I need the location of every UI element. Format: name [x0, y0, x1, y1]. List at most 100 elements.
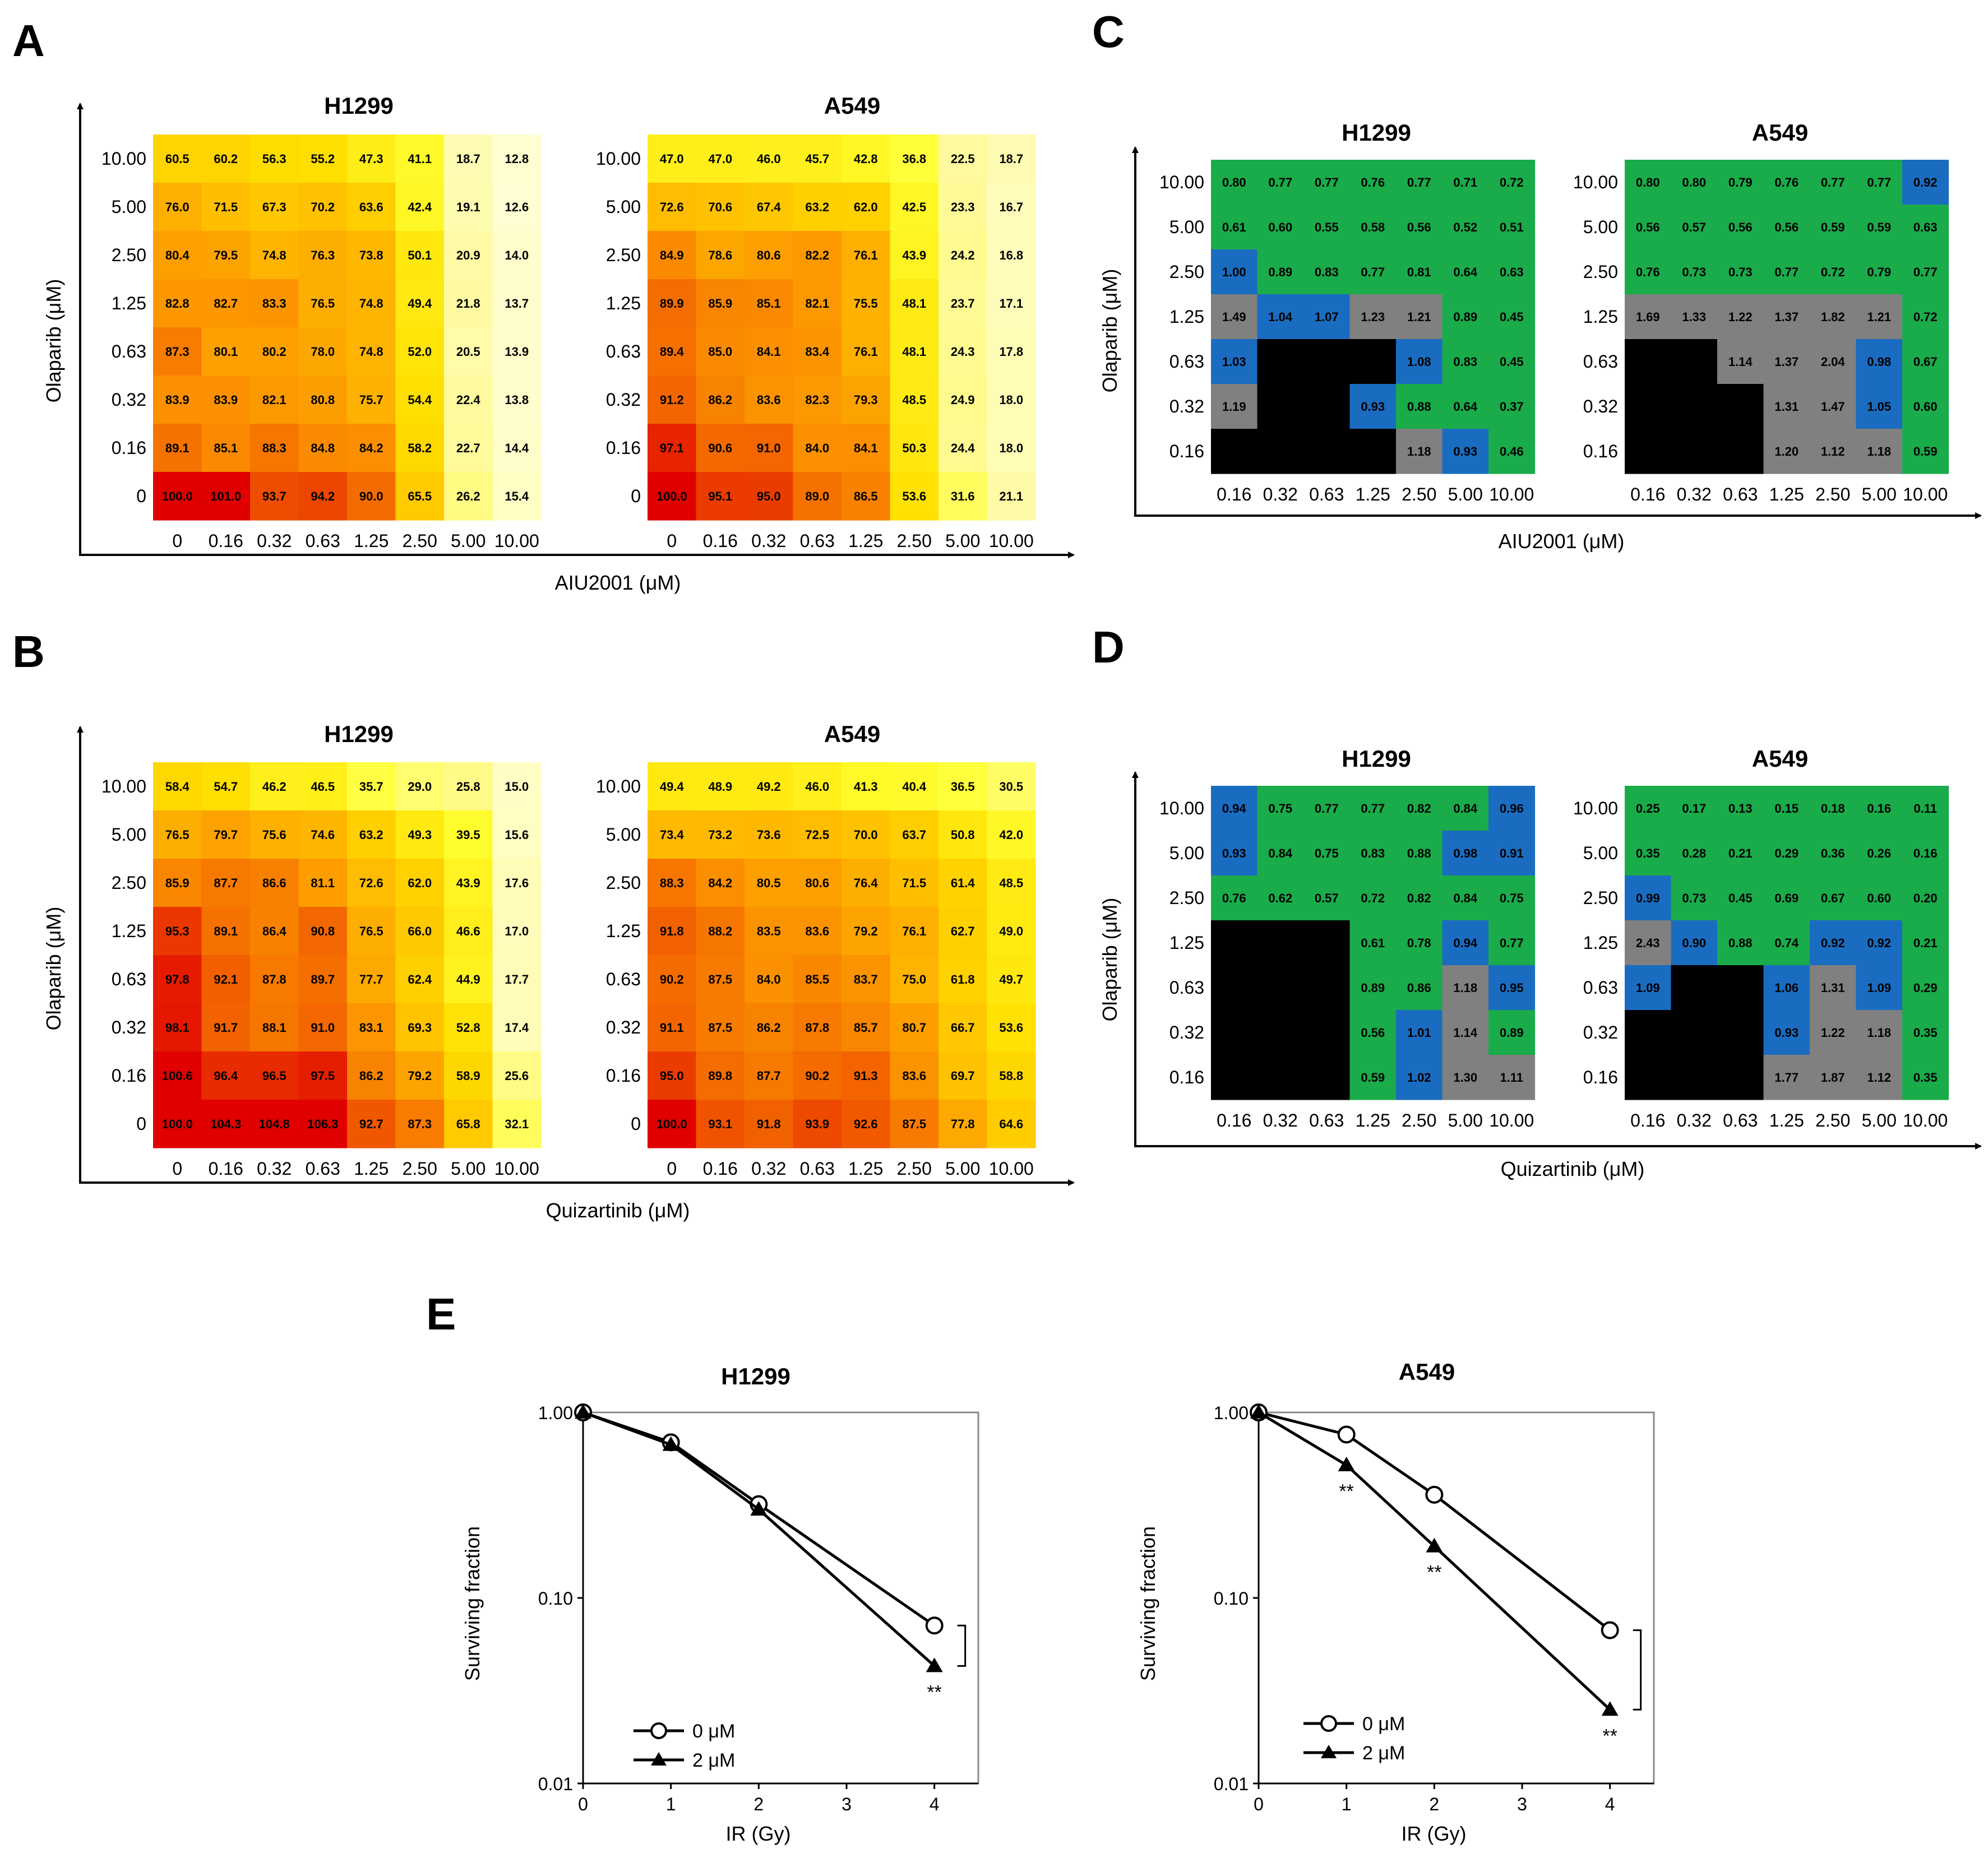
- cell-value: 92.1: [214, 972, 238, 986]
- cell-value: 83.7: [854, 972, 878, 986]
- heatmap-cell: [298, 231, 348, 280]
- cell-value: 91.0: [311, 1021, 335, 1035]
- cell-value: 76.3: [311, 248, 335, 262]
- heatmap-cell: [1257, 294, 1304, 340]
- cell-value: 35.7: [359, 780, 383, 794]
- y-tick-label: 5.00: [1169, 843, 1204, 863]
- cell-value: 14.0: [505, 248, 529, 262]
- y-tick-label: 10.00: [596, 149, 641, 169]
- cell-value: 89.0: [805, 489, 829, 503]
- data-point-triangle: [750, 1501, 768, 1516]
- heatmap-cell: [1810, 1055, 1857, 1100]
- heatmap-cell: [250, 859, 299, 907]
- cell-value: 0.60: [1867, 891, 1891, 905]
- cell-value: 12.8: [505, 152, 529, 166]
- cell-value: 90.0: [359, 489, 383, 503]
- heatmap-cell: [842, 762, 891, 811]
- cell-value: 88.2: [708, 924, 732, 938]
- heatmap-cell: [201, 810, 251, 859]
- heatmap-cell: [1856, 160, 1903, 205]
- cell-value: 93.1: [708, 1117, 732, 1131]
- cell-value: 17.4: [505, 1021, 529, 1035]
- x-tick-label: 1.25: [848, 1159, 883, 1179]
- cell-value: 42.0: [999, 828, 1023, 842]
- heatmap-cell: [987, 231, 1036, 280]
- cell-value: 75.7: [359, 393, 383, 407]
- heatmap-cell: [444, 279, 493, 328]
- y-tick-label: 10.00: [1573, 798, 1618, 818]
- heatmap-cell: [444, 762, 493, 811]
- heatmap-cell: [1671, 384, 1718, 429]
- x-tick-label: 1.25: [848, 531, 883, 551]
- cell-value: 89.8: [708, 1069, 732, 1083]
- heatmap-cell: [1396, 920, 1443, 966]
- heatmap-cell: [1902, 875, 1949, 921]
- heatmap-cell: [444, 907, 493, 956]
- heatmap-cell: [1442, 429, 1489, 474]
- cell-value: 23.3: [951, 200, 975, 214]
- heatmap-cell: [1211, 786, 1258, 831]
- cell-value: 0.77: [1315, 801, 1339, 816]
- data-point-circle: [1337, 1425, 1356, 1444]
- x-tick-label: 0.32: [1677, 1110, 1712, 1130]
- heatmap-cell: [1349, 831, 1397, 876]
- heatmap-cell: [492, 183, 542, 231]
- cell-value: 15.6: [505, 828, 529, 842]
- heatmap-cell: [890, 183, 939, 231]
- heatmap-cell: [395, 762, 445, 811]
- heatmap-cell: [444, 810, 493, 859]
- heatmap-cell: [492, 376, 542, 424]
- heatmap-cell: [1211, 384, 1258, 429]
- heatmap-cell: [1763, 384, 1810, 429]
- cell-value: 80.6: [757, 248, 781, 262]
- cell-value: 0.83: [1315, 265, 1339, 279]
- heatmap-cell: [745, 472, 794, 521]
- heatmap-cell: [890, 859, 939, 907]
- heatmap-cell: [153, 183, 202, 231]
- cell-value: 100.0: [162, 489, 193, 503]
- panel-a-h1299-title: H1299: [324, 92, 394, 119]
- cell-value: 0.84: [1453, 801, 1478, 816]
- x-tick-label: 0.63: [1723, 484, 1758, 504]
- cell-value: 49.7: [999, 972, 1023, 986]
- cell-value: 55.2: [311, 152, 335, 166]
- cell-value: 0.77: [1821, 175, 1845, 189]
- y-tick-label: 10.00: [101, 149, 146, 169]
- panel-c-h1299-ci-map: H1299 0.80 0.77 0.77 0.76 0.77 0.71 0.72 0.61 0.6…: [1159, 119, 1536, 504]
- cell-value: 88.3: [660, 876, 684, 890]
- cell-value: 0.16: [1913, 846, 1938, 860]
- heatmap-cell: [842, 1100, 891, 1148]
- heatmap-cell: [395, 424, 445, 472]
- heatmap-cell: [201, 1051, 251, 1100]
- cell-value: 1.12: [1821, 444, 1845, 458]
- heatmap-cell: [1442, 384, 1489, 429]
- cell-value: 100.6: [162, 1069, 193, 1083]
- cell-value: 32.1: [505, 1117, 529, 1131]
- heatmap-cell: [153, 1100, 202, 1148]
- cell-value: 0.11: [1913, 801, 1937, 816]
- heatmap-cell: [1349, 384, 1397, 429]
- cell-value: 86.2: [757, 1021, 781, 1035]
- cell-value: 1.09: [1636, 981, 1660, 995]
- cell-value: 80.1: [214, 345, 238, 359]
- heatmap-cell: [648, 327, 697, 376]
- data-point-circle: [925, 1616, 944, 1635]
- y-tick-label: 0: [631, 486, 641, 506]
- cell-value: 69.3: [408, 1021, 432, 1035]
- heatmap-cell: [890, 810, 939, 859]
- heatmap-cell: [250, 135, 299, 183]
- heatmap-cell: [1396, 294, 1443, 340]
- heatmap-cell: [1763, 965, 1810, 1011]
- cell-value: 39.5: [456, 828, 480, 842]
- heatmap-cell: [938, 1051, 988, 1100]
- heatmap-cell: [793, 472, 842, 521]
- cell-value: 1.18: [1867, 1026, 1891, 1040]
- cell-value: 87.7: [214, 876, 238, 890]
- panel-e-h1299-survival-plot: H1299 1.00 0.10 0.010 1 2 3 4 IR (Gy) Surviving f…: [461, 1363, 979, 1845]
- y-tick-label: 0.01: [1214, 1774, 1249, 1794]
- y-tick-label: 5.00: [112, 197, 146, 217]
- cell-value: 0.94: [1222, 801, 1247, 816]
- heatmap-cell: [1810, 339, 1857, 384]
- cell-value: 50.8: [951, 828, 975, 842]
- heatmap-cell: [648, 231, 697, 280]
